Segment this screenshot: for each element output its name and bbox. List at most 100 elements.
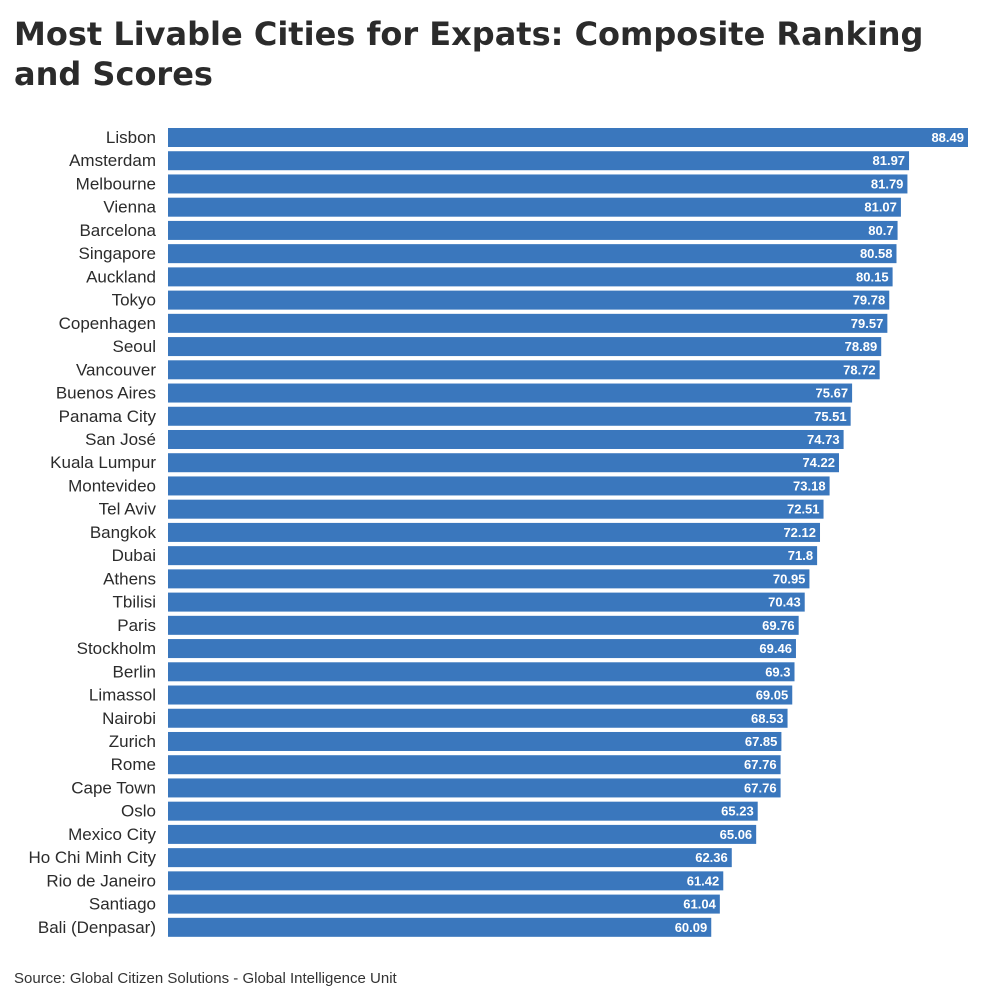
bar (168, 731, 782, 751)
bar (168, 360, 880, 380)
category-label: Lisbon (106, 128, 156, 147)
bar (168, 174, 908, 194)
value-label: 69.05 (756, 688, 789, 703)
bar (168, 429, 844, 449)
bar (168, 708, 788, 728)
bar (168, 917, 712, 937)
value-label: 88.49 (931, 130, 964, 145)
value-label: 71.8 (788, 548, 813, 563)
category-label: Amsterdam (69, 151, 156, 170)
category-label: Oslo (121, 802, 156, 821)
bar (168, 313, 888, 333)
category-label: Kuala Lumpur (50, 453, 156, 472)
category-label: Zurich (109, 732, 156, 751)
category-label: Barcelona (79, 221, 156, 240)
bar (168, 220, 898, 240)
bar (168, 197, 901, 217)
value-label: 79.78 (853, 293, 886, 308)
value-label: 72.51 (787, 502, 820, 517)
value-label: 80.58 (860, 246, 893, 261)
category-label: Auckland (86, 267, 156, 286)
category-label: Bali (Denpasar) (38, 918, 156, 937)
value-label: 61.42 (687, 873, 720, 888)
category-label: Rome (111, 755, 156, 774)
value-label: 65.06 (720, 827, 753, 842)
category-label: Athens (103, 569, 156, 588)
source-note: Source: Global Citizen Solutions - Globa… (14, 970, 397, 987)
value-label: 75.67 (816, 386, 849, 401)
value-label: 61.04 (683, 897, 716, 912)
value-label: 80.7 (868, 223, 893, 238)
category-label: San José (85, 430, 156, 449)
category-label: Santiago (89, 895, 156, 914)
bar (168, 453, 839, 473)
value-label: 80.15 (856, 269, 889, 284)
category-label: Tbilisi (113, 593, 156, 612)
value-label: 78.89 (845, 339, 878, 354)
category-label: Vancouver (76, 360, 156, 379)
category-label: Ho Chi Minh City (28, 848, 156, 867)
bar (168, 476, 830, 496)
bar (168, 871, 724, 891)
bar (168, 546, 818, 566)
bar (168, 267, 893, 287)
category-label: Seoul (113, 337, 156, 356)
category-label: Montevideo (68, 476, 156, 495)
bar (168, 755, 781, 775)
value-label: 81.07 (864, 200, 897, 215)
bar (168, 499, 824, 519)
bar (168, 290, 890, 310)
value-label: 72.12 (783, 525, 816, 540)
category-label: Dubai (112, 546, 156, 565)
category-labels: Lisbon Amsterdam Melbourne Vienna Barcelona S… (28, 128, 156, 937)
value-labels: 88.49 81.97 81.79 81.07 80.7 80.58 80.15 79.78 7… (675, 130, 964, 935)
category-label: Tel Aviv (99, 500, 157, 519)
bar (168, 128, 968, 147)
value-label: 74.73 (807, 432, 840, 447)
value-label: 68.53 (751, 711, 784, 726)
category-label: Cape Town (71, 778, 156, 797)
bar (168, 569, 810, 589)
value-label: 74.22 (802, 455, 835, 470)
category-label: Limassol (89, 686, 156, 705)
value-label: 67.85 (745, 734, 778, 749)
category-label: Singapore (78, 244, 156, 263)
bar (168, 244, 897, 264)
bar (168, 848, 732, 868)
bars (168, 128, 968, 937)
bar (168, 894, 720, 914)
value-label: 79.57 (851, 316, 884, 331)
category-label: Paris (117, 616, 156, 635)
category-label: Copenhagen (59, 314, 156, 333)
bar (168, 824, 757, 844)
bar (168, 406, 851, 426)
category-label: Bangkok (90, 523, 157, 542)
value-label: 69.46 (759, 641, 792, 656)
category-label: Stockholm (77, 639, 156, 658)
value-label: 70.43 (768, 595, 801, 610)
category-label: Rio de Janeiro (46, 871, 156, 890)
bar (168, 522, 821, 542)
category-label: Buenos Aires (56, 384, 156, 403)
value-label: 81.79 (871, 176, 904, 191)
value-label: 75.51 (814, 409, 847, 424)
category-label: Melbourne (76, 174, 156, 193)
value-label: 67.76 (744, 780, 777, 795)
bar (168, 685, 793, 705)
bar (168, 662, 795, 682)
value-label: 70.95 (773, 571, 806, 586)
bar (168, 801, 758, 821)
category-label: Panama City (59, 407, 157, 426)
category-label: Berlin (113, 662, 156, 681)
bar (168, 151, 910, 171)
value-label: 81.97 (873, 153, 906, 168)
bar (168, 615, 799, 635)
category-label: Vienna (103, 198, 156, 217)
value-label: 65.23 (721, 804, 754, 819)
bar (168, 383, 853, 403)
value-label: 78.72 (843, 362, 876, 377)
value-label: 69.3 (765, 664, 790, 679)
bar (168, 778, 781, 798)
category-label: Mexico City (68, 825, 156, 844)
